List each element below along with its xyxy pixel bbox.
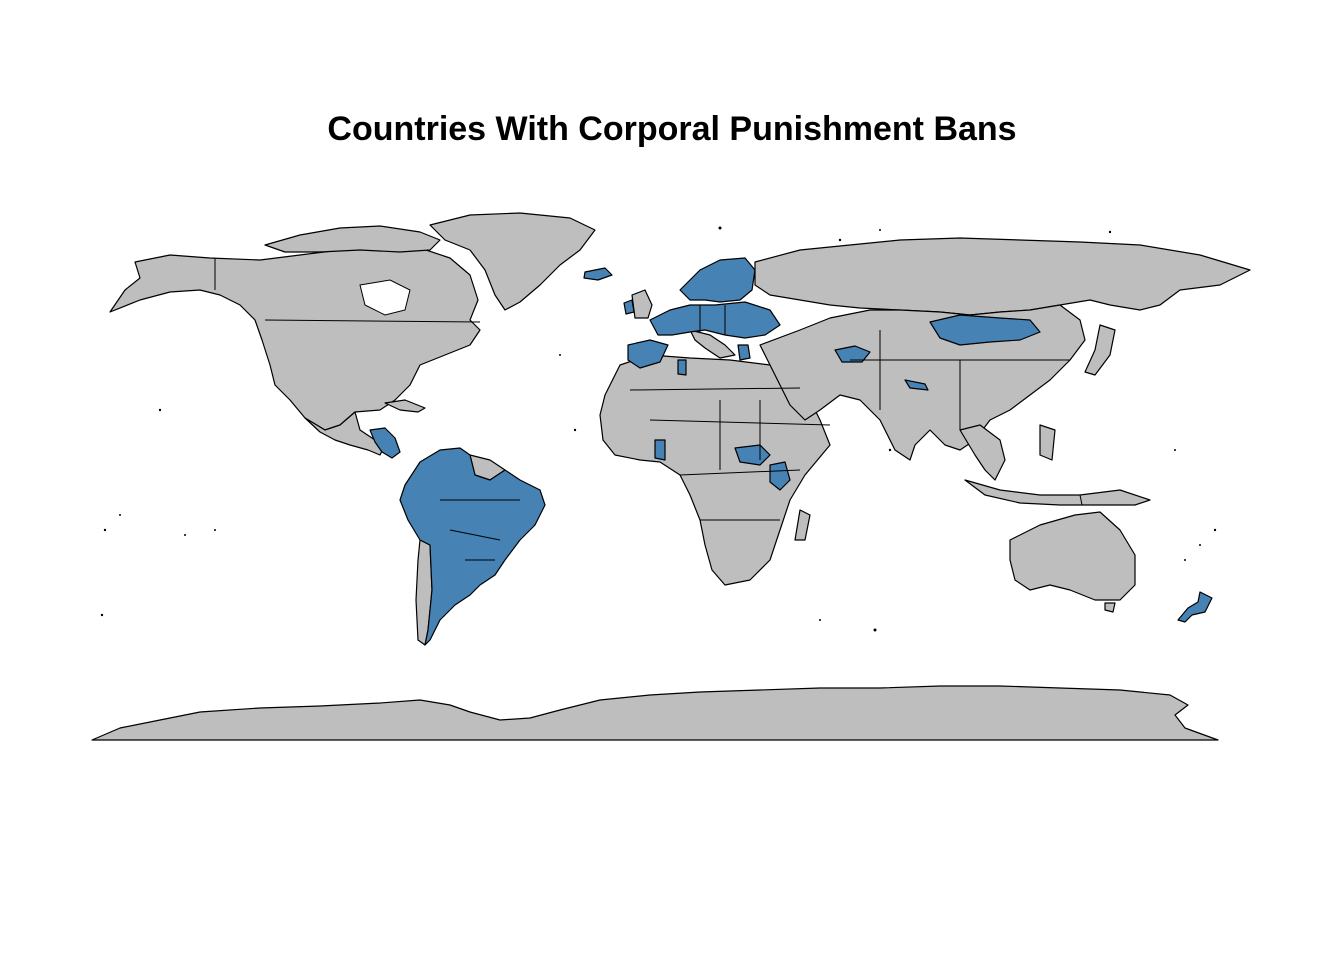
map-title: Countries With Corporal Punishment Bans [327, 110, 1017, 148]
new-zealand [1177, 591, 1213, 623]
country-borders [214, 258, 1083, 561]
russia [754, 237, 1251, 316]
greenland [429, 212, 596, 311]
north-america [109, 244, 481, 431]
central-europe [649, 301, 781, 339]
no-ban-regions [91, 212, 1251, 741]
southeast-asia [959, 424, 1006, 481]
iberia [627, 339, 669, 369]
philippines [1039, 424, 1056, 461]
asia-central-south [759, 304, 1086, 461]
mongolia [929, 314, 1041, 346]
antarctica [91, 685, 1219, 741]
ban-regions [369, 257, 1213, 646]
pacific-islands [100, 226, 1217, 632]
italy-balkans [689, 329, 736, 359]
togo-benin [654, 439, 666, 461]
tunisia [677, 359, 687, 376]
nepal [904, 379, 929, 391]
cuba [384, 399, 426, 413]
tasmania [1104, 602, 1116, 613]
arctic-islands [264, 225, 441, 253]
indonesia [964, 479, 1151, 506]
uk [631, 289, 653, 319]
japan [1084, 324, 1116, 376]
turkmenistan [834, 345, 871, 363]
madagascar [794, 509, 811, 541]
australia [1009, 511, 1136, 601]
scandinavia [679, 257, 756, 303]
south-america-ban [399, 447, 546, 646]
ireland [623, 299, 635, 315]
iceland [583, 267, 613, 281]
greece [737, 344, 751, 361]
south-sudan [734, 444, 771, 466]
central-america [369, 427, 401, 459]
kenya [769, 461, 791, 491]
